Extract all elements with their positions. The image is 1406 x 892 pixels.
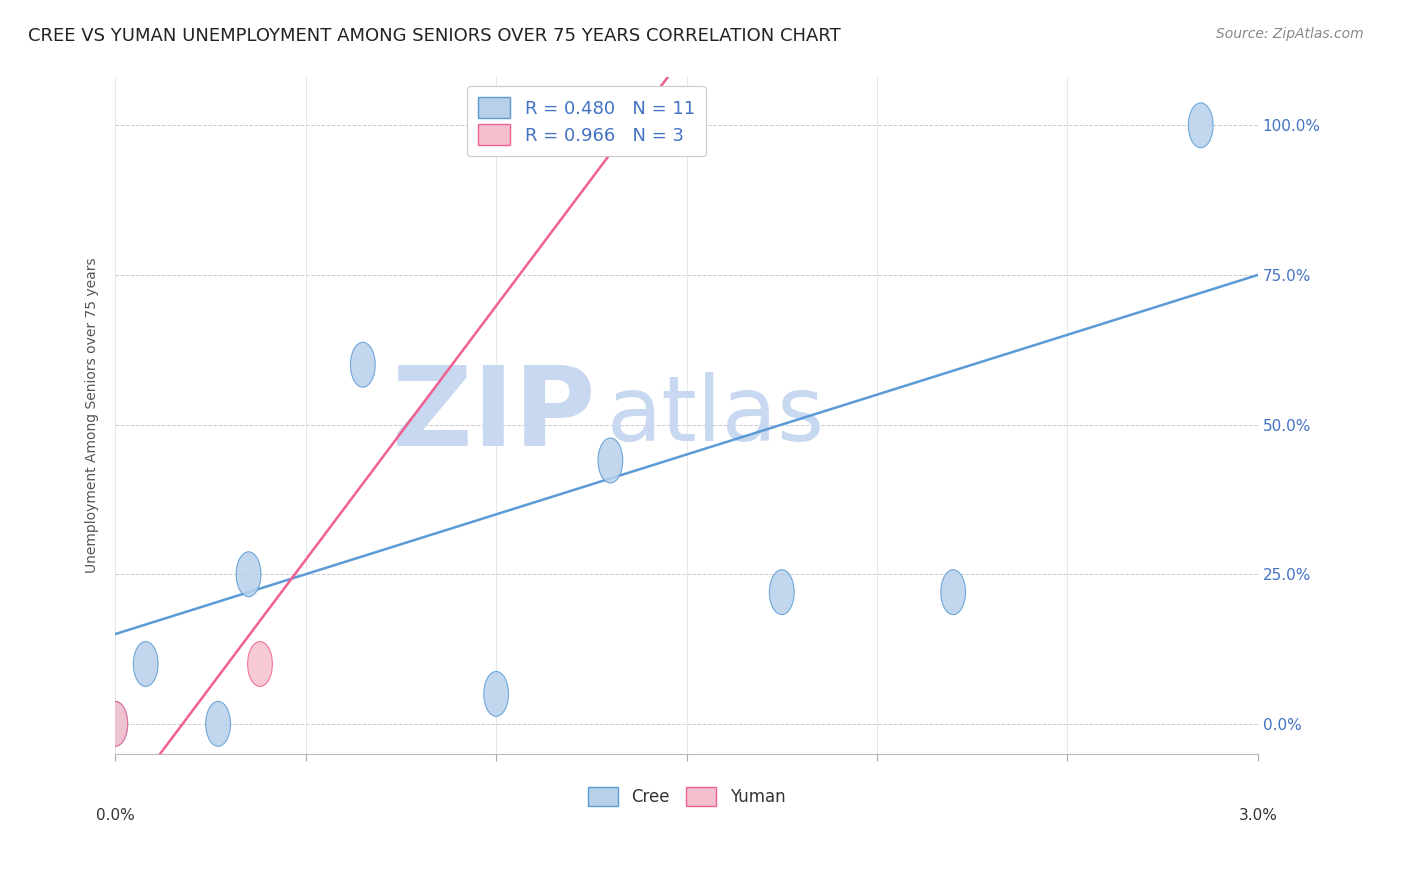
Ellipse shape	[103, 701, 128, 747]
Text: ZIP: ZIP	[392, 362, 595, 469]
Ellipse shape	[598, 103, 623, 148]
Text: 0.0%: 0.0%	[96, 807, 135, 822]
Ellipse shape	[1188, 103, 1213, 148]
Ellipse shape	[769, 570, 794, 615]
Text: atlas: atlas	[606, 372, 825, 459]
Ellipse shape	[941, 570, 966, 615]
Text: 3.0%: 3.0%	[1239, 807, 1277, 822]
Ellipse shape	[103, 701, 128, 747]
Ellipse shape	[350, 343, 375, 387]
Ellipse shape	[247, 641, 273, 687]
Text: CREE VS YUMAN UNEMPLOYMENT AMONG SENIORS OVER 75 YEARS CORRELATION CHART: CREE VS YUMAN UNEMPLOYMENT AMONG SENIORS…	[28, 27, 841, 45]
Ellipse shape	[236, 552, 262, 597]
Text: Source: ZipAtlas.com: Source: ZipAtlas.com	[1216, 27, 1364, 41]
Legend: Cree, Yuman: Cree, Yuman	[581, 780, 792, 814]
Ellipse shape	[598, 438, 623, 483]
Ellipse shape	[205, 701, 231, 747]
Y-axis label: Unemployment Among Seniors over 75 years: Unemployment Among Seniors over 75 years	[86, 258, 100, 574]
Ellipse shape	[484, 672, 509, 716]
Ellipse shape	[134, 641, 157, 687]
